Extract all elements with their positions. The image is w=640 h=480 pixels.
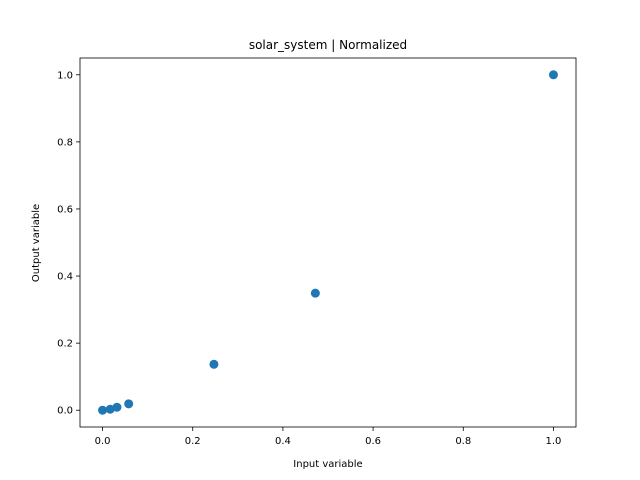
- data-point: [310, 288, 320, 298]
- chart-title: solar_system | Normalized: [249, 38, 407, 52]
- y-tick-label: 0.8: [57, 137, 73, 148]
- x-tick-label: 1.0: [546, 436, 562, 447]
- data-point: [124, 399, 134, 409]
- x-tick-label: 0.0: [95, 436, 111, 447]
- x-tick-label: 0.8: [455, 436, 471, 447]
- y-tick-label: 0.0: [57, 406, 73, 417]
- data-point: [105, 404, 115, 414]
- x-tick-label: 0.4: [275, 436, 291, 447]
- x-axis-label: Input variable: [293, 459, 362, 470]
- y-axis-label: Output variable: [31, 204, 42, 282]
- data-point: [98, 405, 108, 415]
- plot-area: 0.0 0.2 0.4 0.6 0.8 1.0 0.0 0.2 0.4 0.6 0.8 1.0: [57, 57, 577, 447]
- data-point: [548, 70, 558, 80]
- data-point: [112, 402, 122, 412]
- x-tick-label: 0.6: [365, 436, 381, 447]
- y-tick-label: 1.0: [57, 70, 73, 81]
- x-tick-label: 0.2: [185, 436, 201, 447]
- y-tick-label: 0.4: [57, 272, 73, 283]
- plot-frame: [79, 57, 577, 428]
- data-point: [209, 359, 219, 369]
- y-tick-label: 0.6: [57, 204, 73, 215]
- y-tick-label: 0.2: [57, 339, 73, 350]
